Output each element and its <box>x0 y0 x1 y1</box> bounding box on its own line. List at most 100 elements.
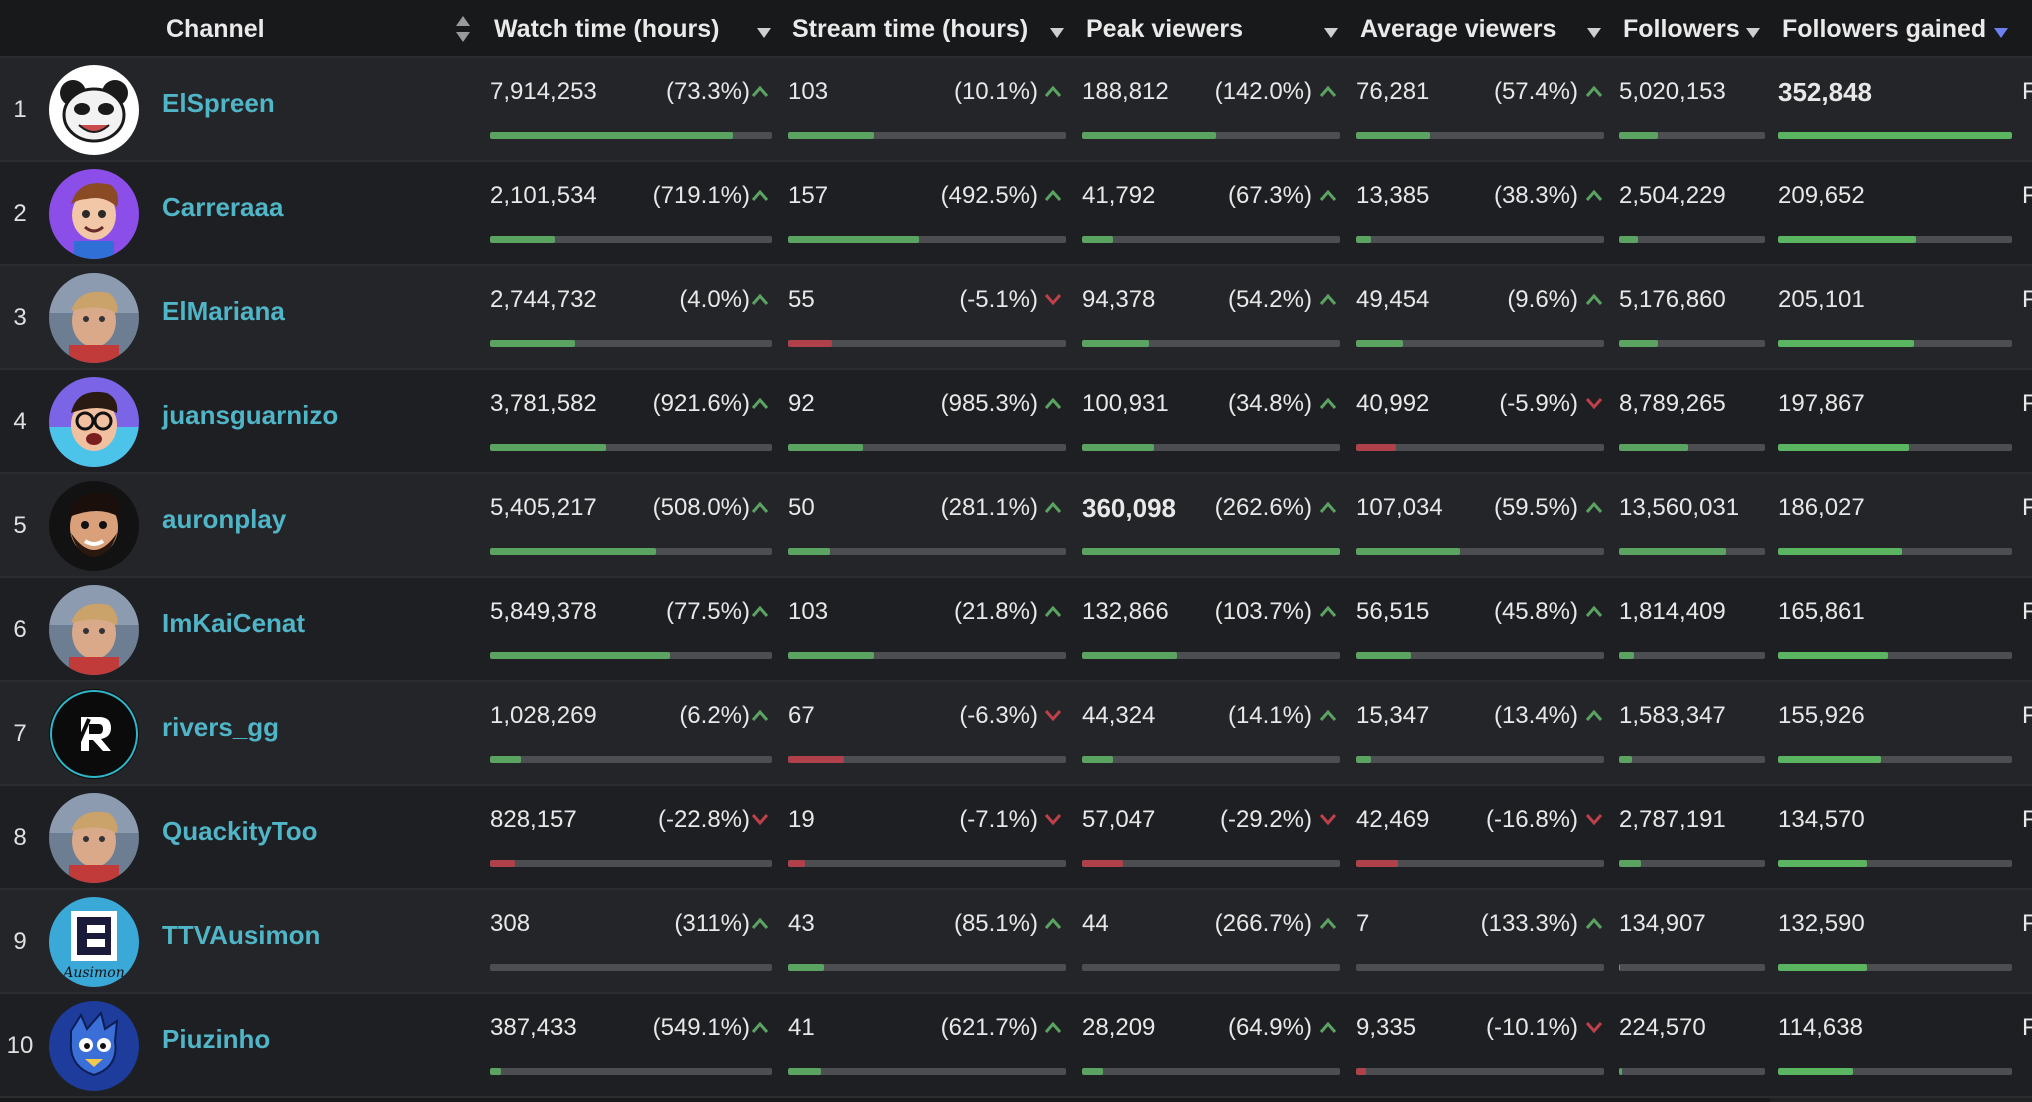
table-row[interactable]: 8 QuackityToo 828,157 (-22.8%) 19 (-7.1%) 57,0… <box>0 786 2032 890</box>
peak-viewers-value: 44,324 <box>1082 702 1156 729</box>
table-row[interactable]: 9 Ausimon TTVAusimon 308 (311%) 43 (85.1%) 44 (2… <box>0 890 2032 994</box>
arrow-up-icon <box>1318 499 1338 515</box>
average-viewers-change: (45.8%) <box>1493 598 1578 625</box>
table-row[interactable]: 10 Piuzinho 387,433 (549.1%) 41 (621.7%) 28,20… <box>0 994 2032 1098</box>
column-header-peak-viewers[interactable]: Peak viewers <box>1086 14 1244 43</box>
watch-time-change: (77.5%) <box>665 598 750 625</box>
cartoon-glasses-avatar-icon[interactable] <box>49 377 139 467</box>
stream-time-cell: 41 (621.7%) <box>788 994 1070 1098</box>
stream-time-cell: 55 (-5.1%) <box>788 266 1070 370</box>
photo-avatar-icon[interactable] <box>49 793 139 883</box>
sort-both-icon[interactable] <box>454 14 472 44</box>
channel-name-link[interactable]: ElSpreen <box>162 88 275 118</box>
sort-down-icon[interactable] <box>1585 14 1603 44</box>
stream-time-change: (21.8%) <box>953 598 1038 625</box>
sort-down-icon[interactable] <box>755 14 773 44</box>
table-row[interactable]: 2 Carreraaa 2,101,534 (719.1%) 157 (492.5%) 41… <box>0 162 2032 266</box>
stream-time-bar <box>788 1068 1066 1075</box>
average-viewers-bar <box>1356 756 1604 763</box>
average-viewers-change: (13.4%) <box>1493 702 1578 729</box>
stream-time-value: 103 <box>788 78 829 105</box>
stream-time-change: (10.1%) <box>953 78 1038 105</box>
clipped-next-column-text: F <box>2022 182 2032 209</box>
peak-viewers-change: (142.0%) <box>1214 78 1312 105</box>
column-header-followers-gained[interactable]: Followers gained <box>1782 14 1987 43</box>
arrow-up-icon <box>1584 603 1604 619</box>
table-row[interactable]: 6 ImKaiCenat 5,849,378 (77.5%) 103 (21.8%) 132… <box>0 578 2032 682</box>
r-logo-avatar-icon[interactable] <box>49 689 139 779</box>
arrow-down-icon <box>1584 811 1604 827</box>
rank-number: 3 <box>13 304 27 331</box>
stream-time-change: (621.7%) <box>940 1014 1038 1041</box>
photo-avatar-icon[interactable] <box>49 585 139 675</box>
channel-name-link[interactable]: Piuzinho <box>162 1024 271 1054</box>
channel-name-link[interactable]: Carreraaa <box>162 192 284 222</box>
table-row[interactable]: 3 ElMariana 2,744,732 (4.0%) 55 (-5.1%) 94,378… <box>0 266 2032 370</box>
svg-text:Ausimon: Ausimon <box>61 965 125 981</box>
stream-time-value: 103 <box>788 598 829 625</box>
arrow-up-icon <box>1043 83 1063 99</box>
channel-name-link[interactable]: QuackityToo <box>162 816 318 846</box>
table-row[interactable]: 1 ElSpreen 7,914,253 (73.3%) 103 (10.1%) 188,8… <box>0 58 2032 162</box>
arrow-up-icon <box>750 291 770 307</box>
average-viewers-bar <box>1356 652 1604 659</box>
sort-down-icon[interactable] <box>1322 14 1340 44</box>
column-header-average-viewers[interactable]: Average viewers <box>1360 14 1557 43</box>
stream-time-value: 19 <box>788 806 815 833</box>
sort-down-icon[interactable] <box>1744 14 1762 44</box>
watch-time-bar <box>490 1068 772 1075</box>
channel-name-link[interactable]: ElMariana <box>162 296 285 326</box>
watch-time-bar <box>490 444 772 451</box>
photo-avatar-icon[interactable] <box>49 273 139 363</box>
panda-avatar-icon[interactable] <box>49 65 139 155</box>
rank-number: 6 <box>13 616 27 643</box>
table-row[interactable]: 5 auronplay 5,405,217 (508.0%) 50 (281.1%) 360… <box>0 474 2032 578</box>
sort-active-down-icon[interactable] <box>1992 14 2010 44</box>
followers-value: 5,176,860 <box>1619 286 1726 313</box>
channel-name-link[interactable]: TTVAusimon <box>162 920 321 950</box>
channel-name-link[interactable]: ImKaiCenat <box>162 608 306 638</box>
stream-time-change: (492.5%) <box>940 182 1038 209</box>
peak-viewers-cell: 41,792 (67.3%) <box>1082 162 1344 266</box>
stream-time-cell: 50 (281.1%) <box>788 474 1070 578</box>
channel-name-link[interactable]: auronplay <box>162 504 287 534</box>
arrow-up-icon <box>1318 1019 1338 1035</box>
stream-time-bar <box>788 340 1066 347</box>
column-header-watch-time[interactable]: Watch time (hours) <box>494 14 720 43</box>
arrow-down-icon <box>750 811 770 827</box>
followers-gained-bar <box>1778 548 2012 555</box>
column-header-followers[interactable]: Followers <box>1623 14 1740 43</box>
average-viewers-value: 9,335 <box>1356 1014 1417 1041</box>
arrow-up-icon <box>1318 83 1338 99</box>
watch-time-change: (921.6%) <box>652 390 750 417</box>
table-row[interactable]: 7 rivers_gg 1,028,269 (6.2%) 67 (-6.3%) 44,324… <box>0 682 2032 786</box>
peak-viewers-bar <box>1082 756 1340 763</box>
peak-viewers-change: (103.7%) <box>1214 598 1312 625</box>
column-header-channel[interactable]: Channel <box>166 14 265 43</box>
blue-mascot-avatar-icon[interactable] <box>49 1001 139 1091</box>
peak-viewers-cell: 132,866 (103.7%) <box>1082 578 1344 682</box>
peak-viewers-change: (54.2%) <box>1227 286 1312 313</box>
column-header-stream-time[interactable]: Stream time (hours) <box>792 14 1029 43</box>
ausimon-logo-avatar-icon[interactable]: Ausimon <box>49 897 139 987</box>
sort-down-icon[interactable] <box>1048 14 1066 44</box>
stream-time-cell: 103 (21.8%) <box>788 578 1070 682</box>
channel-name-link[interactable]: rivers_gg <box>162 712 280 742</box>
watch-time-bar <box>490 132 772 139</box>
average-viewers-cell: 76,281 (57.4%) <box>1356 58 1608 162</box>
peak-viewers-change: (34.8%) <box>1227 390 1312 417</box>
peak-viewers-value: 94,378 <box>1082 286 1156 313</box>
cartoon-boy-avatar-icon[interactable] <box>49 169 139 259</box>
arrow-down-icon <box>1043 291 1063 307</box>
cartoon-beard-avatar-icon[interactable] <box>49 481 139 571</box>
average-viewers-cell: 56,515 (45.8%) <box>1356 578 1608 682</box>
clipped-next-column-text: F <box>2022 702 2032 729</box>
stream-time-bar <box>788 860 1066 867</box>
table-row[interactable]: 4 juansguarnizo 3,781,582 (921.6%) 92 (985.3%… <box>0 370 2032 474</box>
peak-viewers-value: 100,931 <box>1082 390 1169 417</box>
peak-viewers-bar <box>1082 548 1340 555</box>
average-viewers-bar <box>1356 548 1604 555</box>
channel-name-link[interactable]: juansguarnizo <box>162 400 339 430</box>
stream-time-bar <box>788 548 1066 555</box>
rank-number: 9 <box>13 928 27 955</box>
